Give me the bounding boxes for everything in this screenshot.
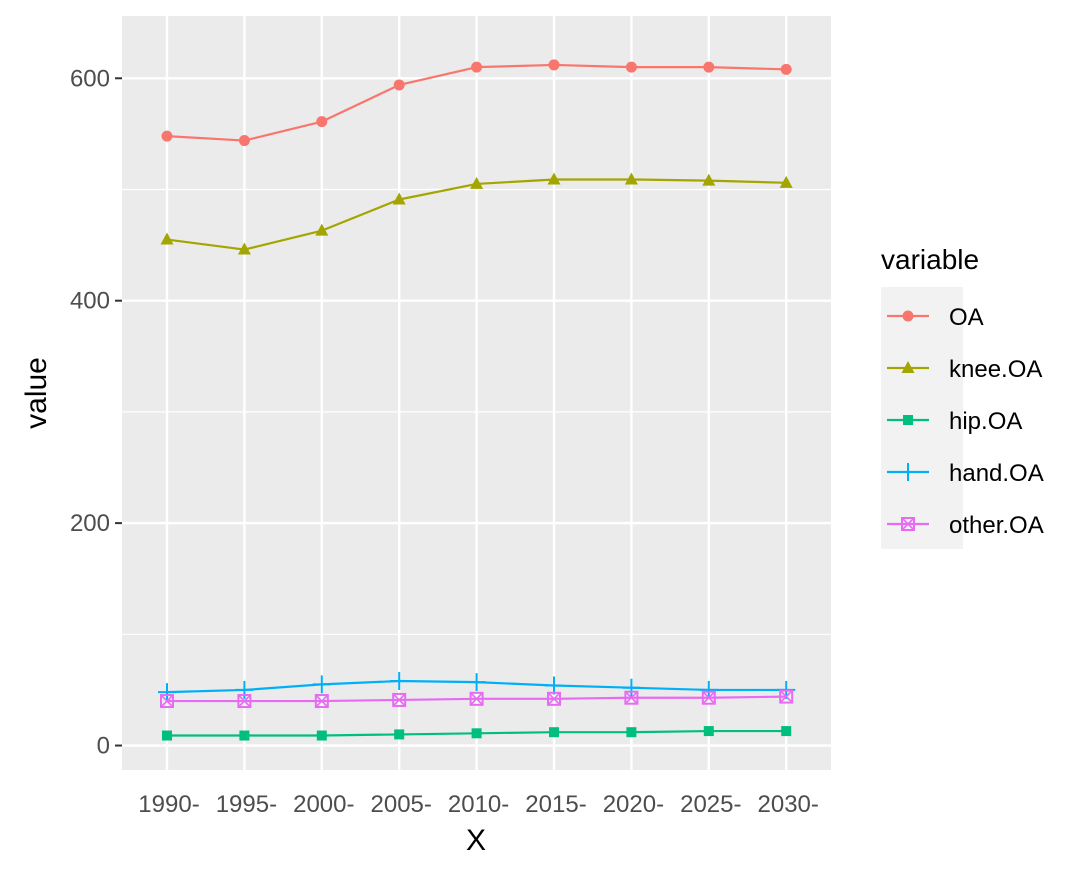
- y-axis-title: value: [20, 357, 53, 429]
- legend-label: OA: [949, 304, 984, 331]
- legend-label: hip.OA: [949, 408, 1022, 435]
- data-point: [467, 673, 486, 692]
- x-tick-label: 2020-: [603, 791, 664, 818]
- data-point: [393, 79, 405, 91]
- legend-item: hip.OA: [887, 408, 1022, 435]
- x-tick-label: 2005-: [371, 791, 432, 818]
- data-point: [239, 730, 250, 741]
- data-point: [392, 192, 406, 205]
- data-point: [702, 173, 716, 186]
- data-point: [238, 135, 250, 147]
- data-point: [625, 61, 637, 73]
- data-point: [626, 727, 637, 738]
- x-tick-label: 2010-: [448, 791, 509, 818]
- data-point: [703, 726, 714, 737]
- legend-items: OA knee.OA hip.OA hand.OA other.OA: [887, 304, 1044, 539]
- legend-key-background: [881, 287, 963, 549]
- data-point: [780, 63, 792, 75]
- legend-label: hand.OA: [949, 460, 1044, 487]
- data-point: [237, 242, 251, 255]
- series-other-OA: [160, 689, 794, 709]
- data-point: [237, 694, 252, 709]
- data-point: [781, 726, 792, 737]
- legend-label: knee.OA: [949, 356, 1042, 383]
- x-tick-label: 2015-: [525, 791, 586, 818]
- legend-key-marker: [903, 415, 913, 425]
- data-point: [316, 116, 328, 128]
- data-point: [470, 176, 484, 189]
- data-point: [158, 683, 176, 702]
- series-layer: [158, 59, 796, 741]
- legend-item: knee.OA: [887, 356, 1042, 383]
- data-point: [547, 172, 561, 185]
- data-point: [699, 680, 718, 699]
- data-point: [394, 729, 405, 740]
- y-tick-label: 600: [70, 65, 110, 92]
- legend-item: OA: [887, 304, 984, 331]
- data-point: [471, 728, 482, 739]
- series-knee-OA: [160, 172, 793, 255]
- y-axis: 0 200 400 600: [70, 65, 122, 760]
- legend-key-marker: [899, 463, 917, 481]
- data-point: [624, 172, 638, 185]
- data-point: [545, 676, 563, 695]
- data-point: [547, 691, 561, 706]
- y-tick-label: 0: [97, 733, 110, 760]
- data-point: [549, 727, 559, 738]
- legend-label: other.OA: [949, 512, 1044, 539]
- legend-key-marker: [901, 517, 915, 531]
- data-point: [314, 694, 329, 709]
- data-point: [779, 689, 794, 704]
- data-point: [622, 678, 641, 697]
- legend-key-marker: [901, 361, 915, 373]
- series-hand-OA: [158, 672, 796, 702]
- data-point: [703, 61, 715, 73]
- data-point: [160, 694, 174, 709]
- data-point: [162, 730, 172, 741]
- data-point: [779, 175, 793, 188]
- series-hip-OA: [162, 726, 792, 741]
- legend: variable OA knee.OA hip.OA hand.OA other.OA: [881, 244, 1044, 549]
- data-point: [312, 675, 331, 694]
- data-point: [469, 691, 484, 706]
- x-axis: 1990- 1995- 2000- 2005- 2010- 2015- 2020- 2025-…: [138, 791, 819, 818]
- data-point: [316, 730, 327, 741]
- data-point: [390, 672, 409, 691]
- y-tick-label: 400: [70, 288, 110, 315]
- x-tick-label: 2030-: [758, 791, 819, 818]
- legend-item: hand.OA: [887, 460, 1044, 487]
- x-tick-label: 2000-: [293, 791, 354, 818]
- data-point: [548, 59, 560, 71]
- x-tick-label: 2025-: [680, 791, 741, 818]
- data-point: [701, 690, 716, 705]
- data-point: [392, 692, 407, 707]
- data-point: [471, 61, 483, 73]
- data-point: [161, 130, 173, 142]
- legend-item: other.OA: [887, 512, 1044, 539]
- y-tick-label: 200: [70, 510, 110, 537]
- x-tick-label: 1995-: [216, 791, 277, 818]
- legend-key-marker: [902, 310, 914, 322]
- data-point: [624, 690, 639, 705]
- x-tick-label: 1990-: [138, 791, 199, 818]
- legend-title: variable: [881, 244, 979, 275]
- x-axis-title: X: [466, 824, 486, 857]
- data-point: [315, 223, 329, 236]
- series-OA: [161, 59, 792, 147]
- data-point: [160, 232, 174, 245]
